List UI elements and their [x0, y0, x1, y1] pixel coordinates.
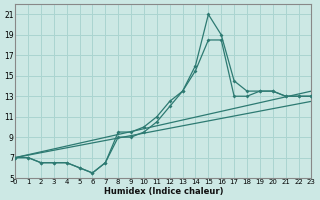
X-axis label: Humidex (Indice chaleur): Humidex (Indice chaleur)	[104, 187, 223, 196]
